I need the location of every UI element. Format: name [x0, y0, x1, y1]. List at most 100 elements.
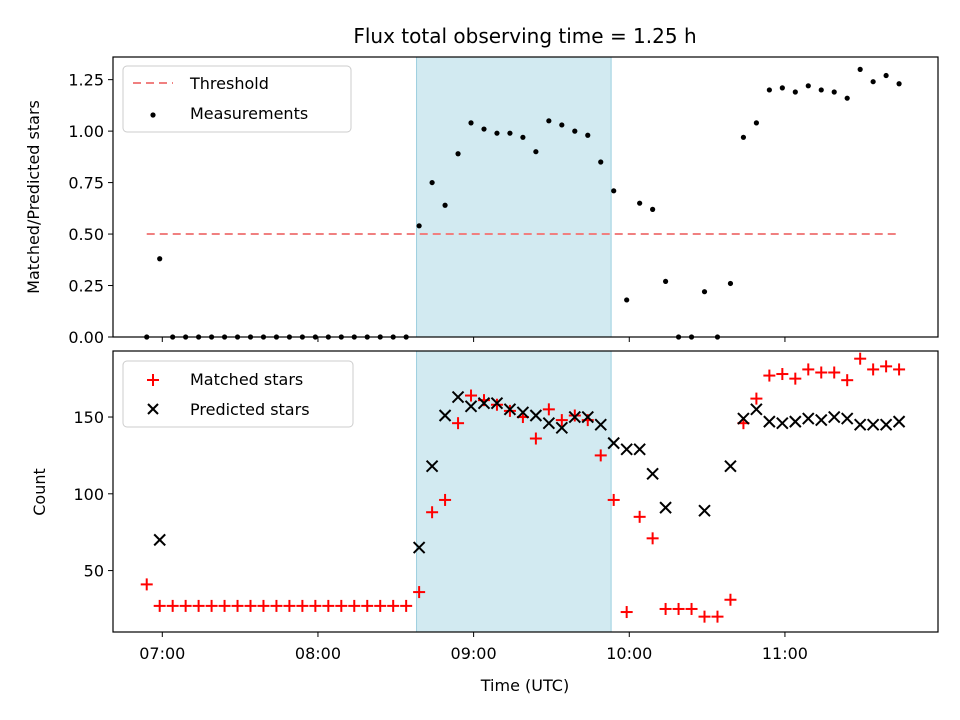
matched-star-marker [893, 363, 906, 376]
measurement-point [662, 278, 669, 285]
matched-star-marker [296, 599, 309, 612]
bottom-y-axis-label: Count [30, 468, 49, 516]
measurement-point [818, 87, 824, 93]
legend-measurements-swatch [150, 112, 156, 118]
legend-matched-label: Matched stars [190, 370, 303, 389]
matched-star-marker [659, 602, 672, 615]
bot-shaded-region [416, 350, 612, 633]
matched-star-marker [789, 372, 802, 385]
matched-star-marker [244, 599, 257, 612]
measurement-point [650, 206, 656, 212]
x-tick-label: 09:00 [451, 644, 497, 663]
matched-star-marker [400, 599, 413, 612]
predicted-star-marker [633, 443, 646, 456]
measurement-point [520, 134, 526, 140]
measurement-point [468, 120, 474, 126]
matched-star-marker [802, 363, 815, 376]
predicted-star-marker [802, 412, 815, 425]
measurement-point [883, 72, 889, 79]
matched-star-marker [439, 493, 452, 506]
predicted-star-marker [724, 459, 737, 473]
measurement-point [611, 188, 617, 194]
matched-star-marker [529, 432, 542, 445]
predicted-star-marker [776, 416, 789, 430]
measurement-point [792, 89, 798, 95]
bot-y-tick-label: 50 [84, 562, 104, 581]
x-axis-label: Time (UTC) [480, 676, 569, 695]
measurement-point [455, 151, 461, 157]
top-y-tick-label: 0.50 [68, 225, 104, 244]
measurement-point [896, 81, 902, 87]
top-y-tick-label: 0.00 [68, 328, 104, 347]
measurement-point [779, 85, 785, 91]
measurement-point [831, 89, 837, 95]
matched-star-marker [620, 606, 633, 619]
measurement-point [481, 126, 487, 132]
top-axes-frame [112, 56, 939, 338]
measurement-point [727, 280, 734, 287]
predicted-star-marker [529, 409, 543, 422]
x-tick-label: 10:00 [606, 644, 652, 663]
measurement-point [844, 95, 850, 101]
measurement-point [701, 289, 708, 295]
predicted-star-marker [490, 397, 504, 410]
x-tick-label: 07:00 [139, 644, 185, 663]
top-y-tick-label: 1.25 [68, 71, 104, 90]
predicted-star-marker [477, 397, 491, 410]
legend-predicted-swatch [147, 403, 159, 415]
predicted-star-marker [153, 533, 166, 547]
predicted-star-marker [866, 418, 880, 431]
predicted-star-marker [840, 412, 854, 425]
measurement-point [740, 134, 747, 140]
matched-star-marker [387, 599, 400, 612]
legend-matched-swatch [147, 374, 159, 386]
matched-star-marker [672, 602, 685, 615]
predicted-star-marker [828, 410, 841, 424]
predicted-star-marker [464, 400, 478, 413]
predicted-star-marker [698, 504, 711, 517]
measurement-point [624, 297, 630, 303]
matched-star-marker [503, 404, 516, 417]
legend-threshold-label: Threshold [189, 74, 269, 93]
bottom-axes-frame [112, 350, 939, 633]
measurement-point [637, 200, 643, 206]
measurement-point [416, 223, 422, 229]
measurement-point [766, 87, 772, 93]
matched-star-marker [724, 593, 737, 606]
matched-star-marker [776, 368, 789, 381]
predicted-star-marker [763, 415, 776, 428]
predicted-star-marker [607, 436, 620, 450]
predicted-star-marker [892, 415, 906, 428]
predicted-star-marker [789, 415, 802, 428]
top-y-tick-label: 1.00 [68, 122, 104, 141]
matched-star-marker [192, 599, 205, 612]
predicted-star-marker [659, 501, 672, 514]
predicted-star-marker [412, 541, 426, 554]
measurement-point [157, 256, 163, 262]
matched-star-marker [179, 599, 192, 612]
matched-star-marker [283, 599, 296, 612]
matched-star-marker [594, 449, 607, 462]
measurement-point [442, 202, 448, 208]
predicted-star-marker [815, 413, 828, 427]
top-y-axis-label: Matched/Predicted stars [24, 100, 43, 294]
matched-star-marker [828, 366, 841, 379]
bottom-legend: Matched stars Predicted stars [122, 360, 354, 428]
x-tick-label: 08:00 [295, 644, 341, 663]
top-shaded-region [416, 56, 612, 338]
matched-star-marker [880, 360, 893, 373]
measurement-point [546, 118, 552, 124]
predicted-star-marker [581, 410, 594, 424]
top-panel: Flux total observing time = 1.25 h 0.00 0… [24, 24, 939, 347]
measurement-point [533, 149, 539, 155]
bot-y-tick-label: 100 [73, 485, 104, 504]
matched-star-marker [607, 493, 620, 506]
predicted-star-marker [425, 459, 439, 473]
matched-star-marker [815, 366, 828, 379]
matched-star-marker [309, 599, 322, 612]
matched-star-marker [555, 414, 568, 427]
predicted-star-marker [451, 390, 465, 404]
bottom-panel: 50 100 150 07:00 08:00 09:00 10:00 11:00 Count… [30, 350, 939, 695]
matched-star-marker [633, 510, 646, 523]
measurement-point [753, 120, 759, 126]
